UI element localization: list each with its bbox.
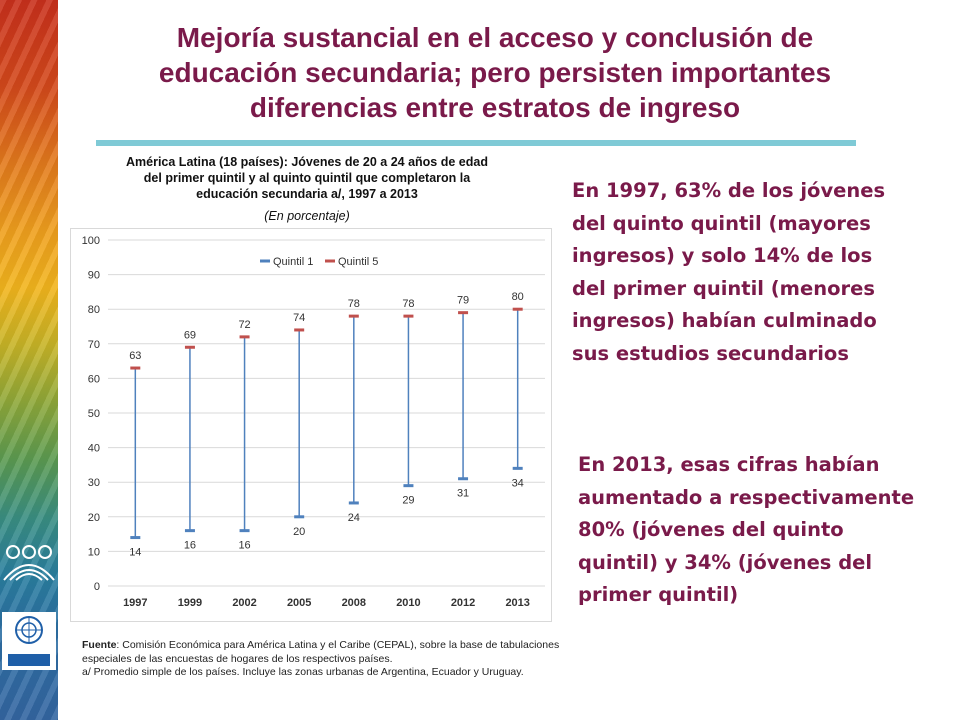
- quintil1-data-label: 20: [293, 526, 305, 538]
- source-body: : Comisión Económica para América Latina…: [82, 639, 560, 665]
- logo-area: [0, 540, 58, 720]
- quintil5-data-label: 78: [348, 298, 360, 310]
- insight-paragraph-1997: En 1997, 63% de los jóvenes del quinto q…: [572, 175, 922, 370]
- source-label: Fuente: [82, 639, 117, 651]
- title-divider: [96, 140, 856, 146]
- paragraph-line: sus estudios secundarios: [572, 341, 849, 365]
- chart-subtitle: (En porcentaje): [264, 209, 350, 223]
- quintil5-data-label: 79: [457, 295, 469, 307]
- insight-paragraph-2013: En 2013, esas cifras habían aumentado a …: [578, 449, 938, 612]
- decorative-side-bar: [0, 0, 58, 720]
- y-tick-label: 10: [88, 546, 100, 558]
- y-tick-label: 50: [88, 408, 100, 420]
- title-line: Mejoría sustancial en el acceso y conclu…: [176, 22, 814, 53]
- quintil1-data-label: 31: [457, 488, 469, 500]
- x-tick-label: 2013: [505, 597, 529, 609]
- y-tick-label: 0: [94, 581, 100, 593]
- quintil5-data-label: 74: [293, 312, 305, 324]
- paragraph-line: primer quintil): [578, 583, 739, 606]
- y-tick-label: 20: [88, 512, 100, 524]
- legend-label: Quintil 5: [338, 256, 378, 268]
- y-tick-label: 60: [88, 373, 100, 385]
- paragraph-line: aumentado a respectivamente: [578, 485, 915, 509]
- page-title: Mejoría sustancial en el acceso y conclu…: [70, 20, 920, 125]
- un-cepal-logo: [2, 612, 56, 670]
- quintil1-data-label: 34: [512, 477, 524, 489]
- paragraph-line: del primer quintil (menores: [572, 276, 875, 300]
- paragraph-line: ingresos) habían culminado: [572, 309, 877, 332]
- x-tick-label: 2002: [232, 597, 256, 609]
- x-tick-label: 2012: [451, 597, 475, 609]
- quintil1-data-label: 16: [184, 540, 196, 552]
- y-tick-label: 90: [88, 270, 100, 282]
- x-tick-label: 2005: [287, 597, 311, 609]
- range-chart: 0 10 20 30 40 50 60 70 80 90 100 Quintil 1 Quintil …: [70, 228, 552, 622]
- x-tick-label: 2008: [342, 597, 366, 609]
- quintil1-data-label: 14: [129, 547, 141, 559]
- paragraph-line: ingresos) y solo 14% de los: [572, 244, 873, 267]
- quintil1-data-label: 16: [238, 540, 250, 552]
- quintil5-data-label: 72: [238, 319, 250, 331]
- quintil1-data-label: 29: [402, 495, 414, 507]
- chart-title-line: educación secundaria a/, 1997 a 2013: [196, 187, 418, 201]
- source-text: Fuente: Comisión Económica para América …: [82, 639, 572, 666]
- paragraph-line: 80% (jóvenes del quinto: [578, 518, 844, 541]
- y-tick-label: 40: [88, 443, 100, 455]
- y-tick-label: 100: [82, 235, 100, 247]
- quintil5-data-label: 78: [402, 298, 414, 310]
- paragraph-line: En 2013, esas cifras habían: [578, 453, 880, 476]
- title-line: educación secundaria; pero persisten imp…: [158, 57, 832, 88]
- x-tick-label: 1997: [123, 597, 147, 609]
- quintil5-data-label: 80: [512, 291, 524, 303]
- chart-frame: [70, 228, 552, 622]
- chart-title: América Latina (18 países): Jóvenes de 2…: [72, 154, 542, 202]
- quintil5-data-label: 63: [129, 350, 141, 362]
- title-line: diferencias entre estratos de ingreso: [249, 92, 741, 123]
- source-note: Fuente: Comisión Económica para América …: [82, 639, 572, 680]
- x-tick-label: 2010: [396, 597, 420, 609]
- un-emblem-icon: [8, 616, 50, 666]
- chart-title-line: América Latina (18 países): Jóvenes de 2…: [126, 155, 488, 169]
- quintil5-data-label: 69: [184, 329, 196, 341]
- circles-emblem-icon: [3, 545, 55, 581]
- paragraph-line: En 1997, 63% de los jóvenes: [572, 179, 886, 202]
- paragraph-line: del quinto quintil (mayores: [572, 211, 871, 235]
- chart-container: 0 10 20 30 40 50 60 70 80 90 100 Quintil 1 Quintil …: [70, 228, 552, 622]
- footnote: a/ Promedio simple de los países. Incluy…: [82, 666, 524, 678]
- legend-label: Quintil 1: [273, 256, 313, 268]
- y-tick-label: 30: [88, 477, 100, 489]
- side-bar-texture: [0, 0, 58, 720]
- y-tick-label: 80: [88, 304, 100, 316]
- y-tick-label: 70: [88, 339, 100, 351]
- chart-title-line: del primer quintil y al quinto quintil q…: [143, 171, 471, 185]
- x-tick-label: 1999: [178, 597, 202, 609]
- paragraph-line: quintil) y 34% (jóvenes del: [578, 550, 873, 574]
- quintil1-data-label: 24: [348, 512, 360, 524]
